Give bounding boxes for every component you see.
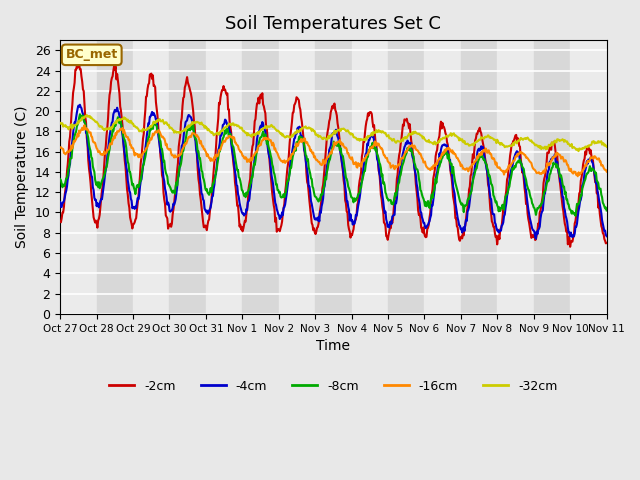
Bar [60, 40, 97, 314]
X-axis label: Time: Time [316, 339, 350, 353]
Bar [570, 40, 607, 314]
Bar [351, 40, 388, 314]
Bar [388, 40, 424, 314]
Bar [279, 40, 315, 314]
Bar [133, 40, 170, 314]
Bar [97, 40, 133, 314]
Bar [206, 40, 243, 314]
Bar [497, 40, 534, 314]
Title: Soil Temperatures Set C: Soil Temperatures Set C [225, 15, 442, 33]
Bar [170, 40, 206, 314]
Legend: -2cm, -4cm, -8cm, -16cm, -32cm: -2cm, -4cm, -8cm, -16cm, -32cm [104, 375, 563, 398]
Text: BC_met: BC_met [66, 48, 118, 61]
Y-axis label: Soil Temperature (C): Soil Temperature (C) [15, 106, 29, 248]
Bar [315, 40, 351, 314]
Bar [461, 40, 497, 314]
Bar [424, 40, 461, 314]
Bar [243, 40, 279, 314]
Bar [534, 40, 570, 314]
